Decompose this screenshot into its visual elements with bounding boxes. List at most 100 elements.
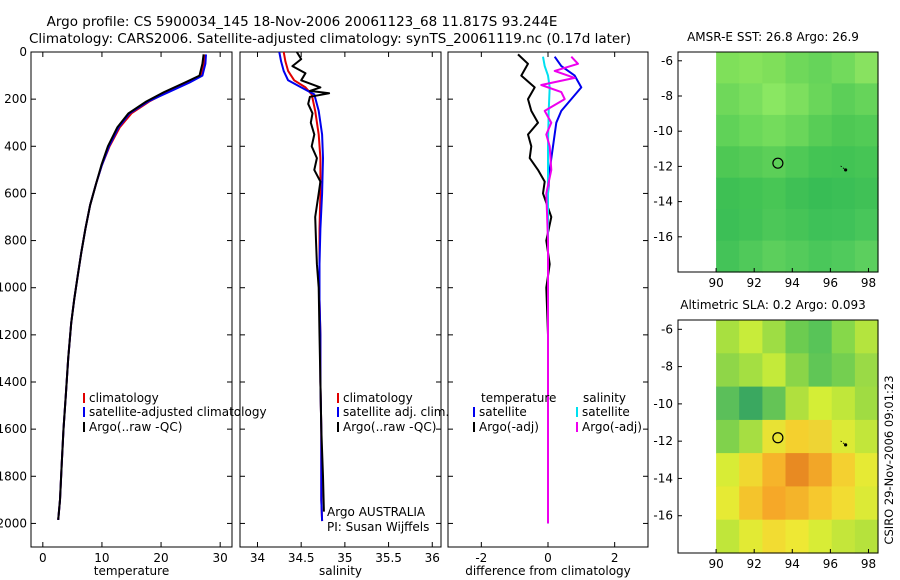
sla-map-heatmap-cell: [739, 453, 763, 487]
temperature-panel-xtick-label: 10: [94, 551, 109, 565]
temperature-panel-frame: [30, 51, 233, 548]
sla-map-title: Altimetric SLA: 0.2 Argo: 0.093: [680, 298, 865, 312]
sst-map-heatmap-cell: [831, 52, 856, 84]
sst-map-heatmap-cell: [785, 240, 810, 273]
sst-map-heatmap-cell: [854, 177, 879, 210]
sla-map-heatmap-cell: [716, 419, 740, 454]
sla-map-heatmap-cell: [739, 386, 763, 421]
salinity-panel-xtick-label: 35: [337, 551, 352, 565]
sla-map-heatmap-cell: [785, 519, 810, 554]
title-line-2: Climatology: CARS2006. Satellite-adjuste…: [29, 31, 631, 47]
sst-map-heatmap-cell: [716, 114, 740, 147]
sst-map-ytick-label: -6: [661, 54, 673, 68]
sst-map-heatmap-cell: [831, 209, 856, 242]
difference-panel-xtick-label: 2: [611, 551, 619, 565]
sst-map-heatmap-cell: [808, 240, 833, 273]
temperature-panel-xtick-label: 30: [213, 551, 228, 565]
salinity-panel-xtick-label: 34.5: [288, 551, 315, 565]
salinity-legend-entry: Argo(..raw -QC): [343, 420, 436, 434]
sst-map-ytick-label: -14: [653, 195, 673, 209]
sla-map-ytick-label: -12: [653, 434, 673, 448]
difference-panel-xtick-label: -2: [475, 551, 487, 565]
temperature-panel-xtick-label: 0: [39, 551, 47, 565]
sst-map-heatmap-cell: [785, 114, 810, 147]
temperature-legend-entry: Argo(..raw -QC): [89, 420, 182, 434]
title-line-1: Argo profile: CS 5900034_145 18-Nov-2006…: [47, 14, 558, 30]
sst-map-heatmap-cell: [762, 52, 787, 84]
sla-map-heatmap-cell: [854, 486, 879, 521]
sla-map-heatmap-cell: [831, 353, 856, 388]
sla-map-heatmap-cell: [831, 386, 856, 421]
depth-tick-label: 1200: [0, 328, 27, 342]
sst-map-heatmap-cell: [831, 177, 856, 210]
sla-map-heatmap-cell: [808, 453, 833, 487]
sla-map-heatmap-cell: [762, 419, 787, 454]
sst-map-heatmap-cell: [739, 240, 763, 273]
sla-map-heatmap-cell: [854, 453, 879, 487]
difference-panel-xtick-label: 0: [544, 551, 552, 565]
sst-map-heatmap-cell: [716, 146, 740, 179]
sla-map-heatmap-cell: [716, 353, 740, 388]
sst-map-heatmap-cell: [785, 209, 810, 242]
sla-map-heatmap-cell: [762, 453, 787, 487]
sla-map-heatmap-cell: [831, 486, 856, 521]
sst-map-heatmap-cell: [762, 83, 787, 116]
sla-map-heatmap-cell: [739, 419, 763, 454]
sla-map-heatmap-cell: [854, 386, 879, 421]
depth-tick-label: 0: [19, 45, 27, 59]
sla-map-heatmap-cell: [808, 353, 833, 388]
sla-map-heatmap-cell: [785, 419, 810, 454]
sla-map-heatmap-cell: [854, 419, 879, 454]
sla-map-ytick-label: -14: [653, 471, 673, 485]
sst-map-xtick-label: 92: [747, 276, 762, 290]
sst-map-float-position-marker: [772, 157, 784, 169]
sst-map-frame: [677, 51, 879, 273]
sst-map-heatmap-cell: [785, 146, 810, 179]
sst-map-heatmap-cell: [831, 114, 856, 147]
sst-map-track-line: [840, 165, 846, 171]
salinity-panel-xtick-label: 36: [425, 551, 440, 565]
sst-map-heatmap-cell: [831, 240, 856, 273]
sla-map-heatmap-cell: [716, 486, 740, 521]
sla-map-heatmap-cell: [762, 519, 787, 554]
sla-map-heatmap-cell: [716, 519, 740, 554]
sla-map-heatmap-cell: [716, 453, 740, 487]
sla-map-heatmap-cell: [808, 320, 833, 354]
sla-map-heatmap-cell: [808, 519, 833, 554]
sst-map-ytick-label: -12: [653, 159, 673, 173]
sst-map-heatmap-cell: [716, 209, 740, 242]
sst-map-heatmap-cell: [831, 83, 856, 116]
sst-map-heatmap-cell: [739, 177, 763, 210]
sst-map-xtick-label: 96: [823, 276, 838, 290]
temperature-panel-xtick-label: 20: [153, 551, 168, 565]
sla-map-heatmap-cell: [854, 320, 879, 354]
sla-map-heatmap-cell: [808, 386, 833, 421]
sla-map-heatmap-cell: [808, 486, 833, 521]
difference-legend-entry: Argo(-adj): [582, 420, 642, 434]
sst-map-heatmap-cell: [716, 83, 740, 116]
sla-map-xtick-label: 90: [708, 557, 723, 571]
sla-map-heatmap-cell: [739, 320, 763, 354]
sla-map-ytick-label: -6: [661, 322, 673, 336]
sst-map-heatmap-cell: [808, 177, 833, 210]
sst-map-heatmap-cell: [854, 114, 879, 147]
temperature-panel-xlabel: temperature: [94, 564, 169, 578]
salinity-legend-entry: satellite adj. clim.: [343, 405, 449, 419]
sst-map-heatmap-cell: [808, 114, 833, 147]
sla-map-heatmap-cell: [785, 453, 810, 487]
depth-tick-label: 2000: [0, 516, 27, 530]
sst-map-xtick-label: 90: [708, 276, 723, 290]
difference-legend-entry: satellite: [479, 405, 527, 419]
sst-map-heatmap-cell: [739, 52, 763, 84]
sla-map-heatmap-cell: [716, 320, 740, 354]
sla-map-heatmap-cell: [785, 386, 810, 421]
timestamp-side-label: CSIRO 29-Nov-2006 09:01:23: [882, 375, 896, 544]
sla-map-xtick-label: 92: [747, 557, 762, 571]
sst-map-heatmap-cell: [854, 209, 879, 242]
sla-map-heatmap-cell: [785, 353, 810, 388]
sla-map-heatmap-cell: [739, 353, 763, 388]
sst-map-heatmap-cell: [785, 83, 810, 116]
sla-map-heatmap-cell: [854, 353, 879, 388]
